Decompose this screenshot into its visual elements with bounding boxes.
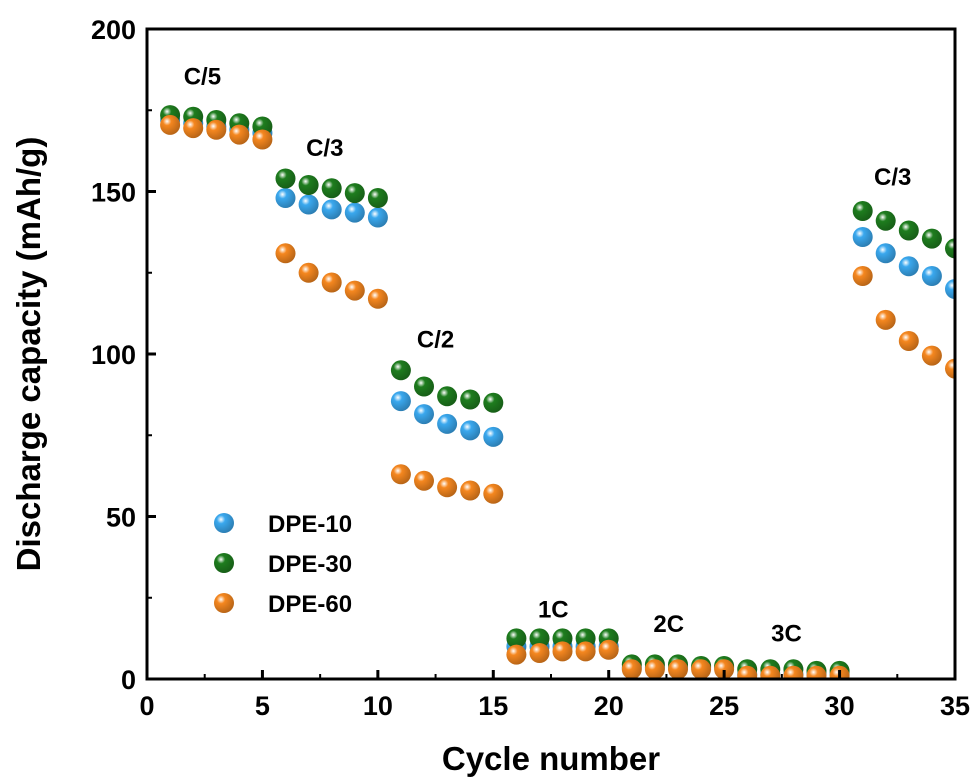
rate-label: 3C bbox=[771, 621, 802, 648]
data-point-dpe-30 bbox=[898, 220, 919, 241]
data-point-dpe-60 bbox=[644, 659, 665, 679]
y-tick-label: 150 bbox=[91, 178, 136, 208]
legend-label-dpe-10: DPE-10 bbox=[268, 511, 352, 538]
rate-label: 2C bbox=[653, 611, 684, 638]
x-tick-label: 20 bbox=[594, 691, 624, 721]
data-point-dpe-30 bbox=[321, 178, 342, 199]
legend-marker-dpe-60 bbox=[214, 593, 234, 613]
legend-label-dpe-30: DPE-30 bbox=[268, 551, 352, 578]
legend: DPE-10 DPE-30 DPE-60 bbox=[214, 511, 352, 618]
data-point-dpe-60 bbox=[183, 118, 204, 139]
rate-label: C/5 bbox=[184, 63, 221, 90]
y-axis-title: Discharge capacity (mAh/g) bbox=[10, 137, 47, 572]
data-point-dpe-30 bbox=[275, 168, 296, 189]
axis-ticks: 0 5 10 15 20 25 30 35 0 50 100 150 200 bbox=[91, 15, 970, 721]
data-point-dpe-10 bbox=[414, 404, 434, 425]
data-point-dpe-10 bbox=[852, 227, 873, 247]
x-tick-label: 0 bbox=[139, 691, 154, 721]
data-point-dpe-10 bbox=[460, 420, 481, 441]
data-point-dpe-60 bbox=[367, 288, 388, 309]
data-point-dpe-60 bbox=[160, 114, 181, 135]
data-point-dpe-60 bbox=[575, 641, 596, 662]
data-point-dpe-30 bbox=[437, 386, 458, 407]
data-point-dpe-60 bbox=[298, 262, 319, 283]
data-markers bbox=[160, 105, 955, 679]
data-point-dpe-60 bbox=[875, 309, 896, 330]
data-point-dpe-30 bbox=[414, 376, 434, 397]
data-point-dpe-60 bbox=[506, 644, 527, 665]
data-point-dpe-10 bbox=[298, 194, 319, 215]
data-point-dpe-60 bbox=[390, 464, 411, 485]
data-point-dpe-60 bbox=[437, 477, 458, 498]
data-point-dpe-60 bbox=[229, 124, 250, 145]
y-tick-label: 50 bbox=[106, 503, 136, 533]
data-point-dpe-60 bbox=[252, 129, 273, 150]
data-point-dpe-60 bbox=[529, 643, 550, 663]
data-point-dpe-60 bbox=[621, 659, 642, 679]
x-tick-label: 25 bbox=[709, 691, 739, 721]
data-point-dpe-30 bbox=[945, 238, 955, 259]
data-point-dpe-10 bbox=[321, 199, 342, 220]
data-point-dpe-60 bbox=[275, 243, 296, 264]
data-point-dpe-30 bbox=[483, 392, 504, 413]
data-point-dpe-60 bbox=[921, 345, 942, 366]
data-point-dpe-60 bbox=[598, 639, 619, 660]
data-point-dpe-60 bbox=[344, 280, 365, 301]
y-tick-label: 200 bbox=[91, 15, 136, 45]
legend-marker-dpe-10 bbox=[214, 513, 234, 533]
data-point-dpe-60 bbox=[552, 641, 573, 662]
data-point-dpe-30 bbox=[506, 628, 527, 649]
rate-label: 1C bbox=[538, 596, 569, 623]
data-point-dpe-60 bbox=[691, 659, 712, 679]
data-point-dpe-10 bbox=[275, 188, 296, 208]
data-point-dpe-30 bbox=[390, 360, 411, 381]
data-point-dpe-60 bbox=[783, 665, 804, 679]
y-tick-label: 0 bbox=[121, 665, 136, 695]
y-tick-label: 100 bbox=[91, 340, 136, 370]
x-tick-label: 35 bbox=[940, 691, 970, 721]
rate-label: C/3 bbox=[874, 164, 911, 191]
legend-label-dpe-60: DPE-60 bbox=[268, 591, 352, 618]
data-point-dpe-10 bbox=[898, 256, 919, 277]
data-point-dpe-60 bbox=[414, 470, 434, 491]
data-point-dpe-30 bbox=[529, 628, 550, 649]
data-point-dpe-60 bbox=[760, 665, 781, 679]
data-point-dpe-30 bbox=[344, 183, 365, 204]
data-point-dpe-30 bbox=[921, 228, 942, 249]
data-point-dpe-60 bbox=[737, 665, 758, 679]
data-point-dpe-60 bbox=[483, 483, 504, 504]
data-point-dpe-10 bbox=[875, 243, 896, 264]
data-point-dpe-60 bbox=[460, 480, 481, 501]
data-point-dpe-60 bbox=[668, 659, 688, 679]
data-point-dpe-10 bbox=[921, 266, 942, 286]
data-point-dpe-30 bbox=[298, 175, 319, 195]
x-axis-title: Cycle number bbox=[442, 740, 660, 777]
data-point-dpe-60 bbox=[321, 272, 342, 293]
data-point-dpe-30 bbox=[367, 188, 388, 208]
data-point-dpe-10 bbox=[437, 413, 458, 434]
x-tick-label: 5 bbox=[255, 691, 270, 721]
data-point-dpe-10 bbox=[344, 202, 365, 223]
data-point-dpe-10 bbox=[483, 426, 504, 447]
data-point-dpe-60 bbox=[206, 119, 227, 140]
legend-marker-dpe-30 bbox=[214, 553, 234, 573]
data-point-dpe-60 bbox=[898, 331, 919, 351]
data-point-dpe-60 bbox=[714, 659, 735, 679]
data-point-dpe-10 bbox=[367, 207, 388, 228]
rate-annotations: C/5 C/3 C/2 1C 2C 3C C/3 bbox=[184, 63, 912, 647]
data-point-dpe-60 bbox=[945, 358, 955, 379]
data-point-dpe-60 bbox=[806, 665, 827, 679]
data-point-dpe-30 bbox=[875, 210, 896, 231]
rate-label: C/3 bbox=[306, 135, 343, 162]
rate-label: C/2 bbox=[417, 327, 454, 354]
data-point-dpe-10 bbox=[390, 391, 411, 412]
data-point-dpe-60 bbox=[852, 266, 873, 286]
data-point-dpe-10 bbox=[945, 279, 955, 299]
x-tick-label: 10 bbox=[363, 691, 393, 721]
data-point-dpe-30 bbox=[852, 201, 873, 221]
x-tick-label: 30 bbox=[825, 691, 855, 721]
data-point-dpe-30 bbox=[460, 389, 481, 410]
x-tick-label: 15 bbox=[478, 691, 508, 721]
